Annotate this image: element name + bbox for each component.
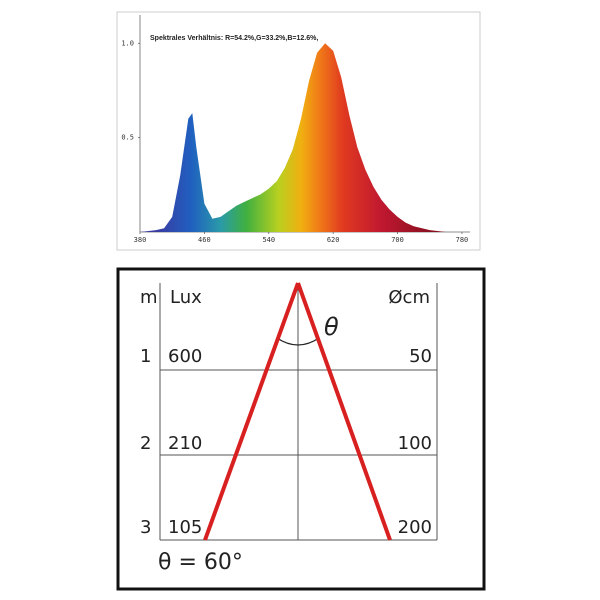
diagram-frame — [116, 267, 486, 591]
row-diameter: 100 — [398, 433, 432, 454]
row-distance: 3 — [140, 517, 151, 538]
angle-caption: θ = 60° — [158, 550, 243, 575]
spectrum-area — [140, 43, 462, 232]
beam-edge — [296, 282, 392, 541]
spectrum-chart: Spektrales Verhältnis: R=54.2%,G=33.2%,B… — [121, 15, 470, 244]
y-tick-label: 0.5 — [121, 134, 134, 142]
row-diameter: 50 — [409, 346, 432, 367]
row-lux: 600 — [168, 346, 202, 367]
chart-title: Spektrales Verhältnis: R=54.2%,G=33.2%,B… — [150, 35, 318, 42]
row-lux: 105 — [168, 517, 202, 538]
rows: 1 600 50 2 210 100 3 105 200 — [140, 346, 432, 538]
x-tick-label: 780 — [456, 236, 469, 244]
x-tick-label: 620 — [327, 236, 340, 244]
row-diameter: 200 — [398, 517, 432, 538]
beam-edge — [203, 282, 300, 541]
header-lux: Lux — [170, 287, 202, 308]
row-distance: 1 — [140, 346, 151, 367]
angle-arc — [276, 337, 320, 346]
x-tick-label: 700 — [391, 236, 404, 244]
y-tick-label: 1.0 — [121, 39, 134, 47]
x-tick-label: 540 — [262, 236, 275, 244]
x-tick-label: 380 — [134, 236, 147, 244]
row-lux: 210 — [168, 433, 202, 454]
row-distance: 2 — [140, 433, 151, 454]
angle-symbol: θ — [324, 313, 339, 341]
x-tick-label: 460 — [198, 236, 211, 244]
header-distance: m — [140, 287, 158, 308]
beam-diagram: m Lux Øcm θ θ = 60° 1 600 50 2 210 100 3 105 200 — [116, 267, 486, 591]
header-diameter: Øcm — [388, 287, 430, 308]
